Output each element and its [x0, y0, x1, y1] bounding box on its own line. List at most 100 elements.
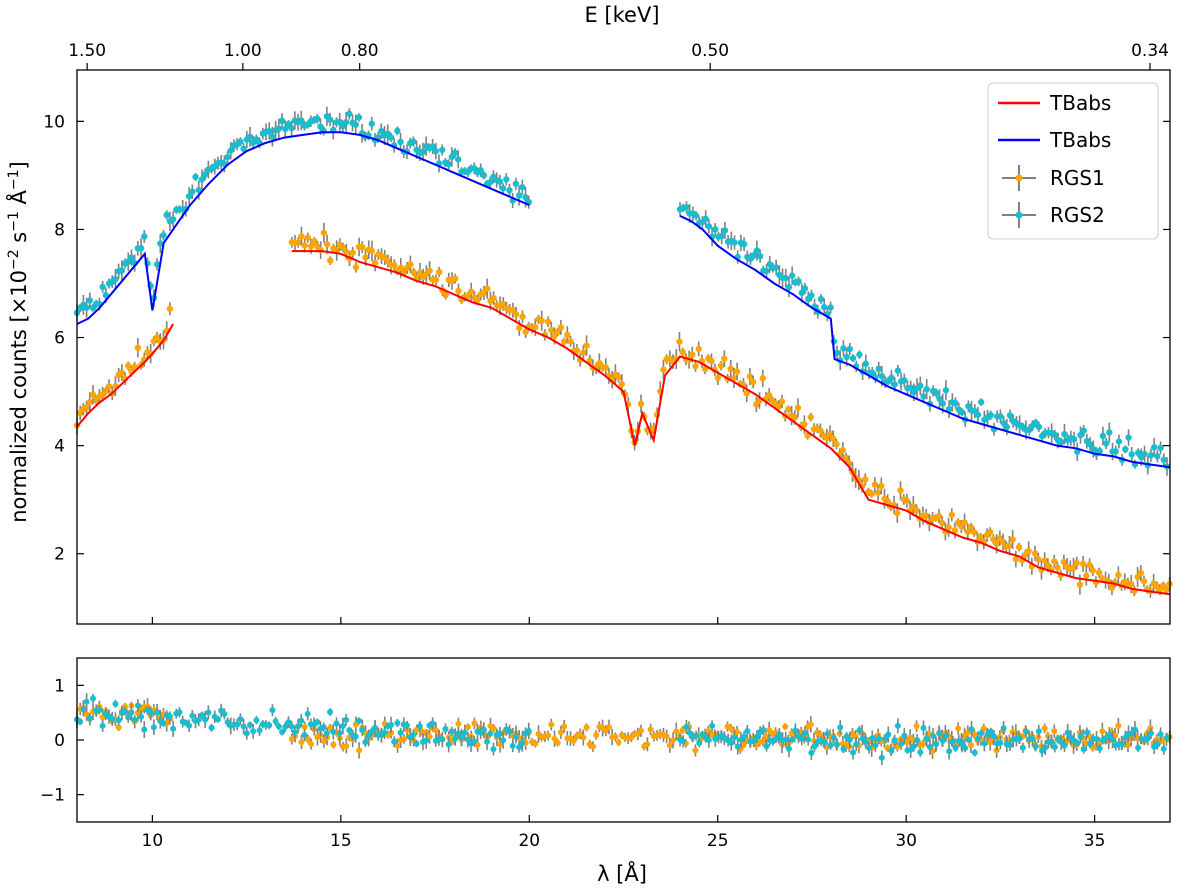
rgs2-point — [888, 374, 895, 382]
spectrum-data-layer — [73, 106, 1173, 598]
rgs2-residual-point — [362, 739, 369, 746]
rgs2-point — [718, 232, 725, 240]
rgs1-point — [842, 454, 850, 461]
rgs1-residual-point — [394, 742, 401, 749]
rgs2-point — [939, 400, 946, 407]
rgs2-residual-point — [1080, 746, 1087, 753]
rgs2-residual-point — [952, 744, 959, 751]
rgs1-point — [1079, 560, 1087, 568]
rgs1-point — [676, 338, 683, 345]
rgs2-residual-point — [160, 720, 167, 727]
rgs1-point — [1140, 578, 1148, 585]
rgs2-residual-point — [834, 741, 841, 748]
rgs2-point — [1058, 438, 1065, 446]
rgs1-point — [862, 476, 869, 483]
rgs1-point — [749, 378, 757, 386]
rgs2-residual-point — [958, 740, 965, 747]
rgs2-point — [1134, 449, 1142, 457]
rgs2-point — [102, 292, 110, 299]
rgs2-point — [862, 360, 870, 367]
rgs1-residual-point — [612, 733, 619, 740]
rgs2-residual-point — [320, 724, 327, 731]
rgs1-point — [484, 285, 491, 292]
rgs2-residual-point — [1019, 744, 1026, 751]
rgs1-point — [564, 331, 571, 339]
rgs1-point — [320, 229, 328, 236]
rgs2-residual-point — [1064, 729, 1071, 736]
rgs2-residual-point — [80, 706, 87, 713]
rgs2-point — [269, 133, 276, 140]
rgs2-point — [503, 176, 510, 183]
rgs2-residual-point — [403, 722, 410, 729]
rgs1-point — [807, 413, 815, 421]
rgs1-point — [938, 519, 946, 527]
rgs1-residual-point — [1096, 740, 1103, 747]
rgs2-residual-point — [709, 722, 716, 729]
rgs2-point — [820, 303, 828, 311]
rgs2-residual-point — [962, 744, 969, 751]
rgs2-residual-point — [1106, 731, 1113, 738]
rgs2-point — [410, 138, 417, 145]
residuals-panel-frame — [76, 657, 1171, 823]
rgs1-residual-point — [782, 723, 789, 730]
rgs2-residual-point — [484, 738, 491, 745]
rgs1-point — [298, 232, 305, 240]
rgs2-residual-point — [1119, 741, 1126, 748]
rgs2-residual-point — [391, 738, 398, 745]
rgs2-point — [1150, 444, 1158, 451]
rgs1-point — [1086, 561, 1093, 569]
rgs1-point — [413, 274, 420, 281]
tbabs-model-line-red — [76, 323, 174, 428]
rgs2-point — [499, 185, 507, 192]
rgs2-point — [163, 211, 170, 219]
rgs1-residual-point — [343, 742, 350, 749]
rgs2-residual-point — [753, 733, 760, 740]
rgs2-residual-point — [442, 725, 449, 732]
rgs1-point — [442, 291, 449, 299]
rgs1-point — [118, 369, 126, 376]
rgs2-point — [942, 387, 950, 394]
rgs2-residual-point — [705, 737, 712, 744]
rgs1-point — [343, 248, 350, 255]
rgs2-residual-point — [821, 739, 828, 746]
main-ytick-label: 8 — [54, 220, 65, 240]
rgs2-residual-point — [282, 723, 289, 730]
rgs1-point — [304, 234, 312, 241]
rgs2-residual-point — [920, 724, 927, 731]
rgs2-point — [496, 178, 504, 185]
rgs2-point — [153, 261, 161, 268]
res-xtick-label: 10 — [142, 831, 164, 851]
main-ytick-label: 10 — [43, 112, 65, 132]
rgs2-point — [201, 171, 209, 178]
rgs1-point — [894, 509, 901, 517]
rgs2-point — [705, 223, 713, 230]
rgs1-residual-point — [580, 734, 587, 741]
rgs2-residual-point — [872, 742, 879, 749]
rgs2-residual-point — [359, 726, 366, 733]
rgs2-point — [891, 381, 898, 388]
rgs2-point — [740, 240, 748, 248]
rgs2-point — [141, 233, 148, 240]
rgs1-point — [868, 490, 875, 497]
rgs1-point — [935, 512, 943, 520]
rgs2-residual-point — [1154, 741, 1161, 748]
rgs2-residual-point — [827, 742, 834, 749]
rgs2-residual-point — [875, 735, 882, 742]
rgs2-residual-point — [198, 712, 205, 719]
rgs2-residual-point — [291, 729, 298, 736]
rgs2-residual-point — [1144, 735, 1151, 742]
rgs1-point — [1095, 569, 1103, 576]
rgs2-point — [477, 166, 484, 174]
rgs2-residual-point — [894, 722, 901, 729]
rgs2-point — [795, 278, 802, 285]
rgs2-residual-point — [693, 732, 700, 739]
rgs2-residual-point — [878, 754, 885, 761]
rgs1-residual-point — [817, 732, 824, 739]
rgs2-point — [1147, 452, 1155, 459]
main-ytick-label: 4 — [54, 437, 65, 457]
rgs1-point — [435, 268, 443, 276]
rgs2-point — [849, 355, 857, 362]
rgs2-point — [439, 146, 446, 154]
rgs2-residual-point — [471, 738, 478, 745]
rgs2-point — [224, 153, 231, 161]
